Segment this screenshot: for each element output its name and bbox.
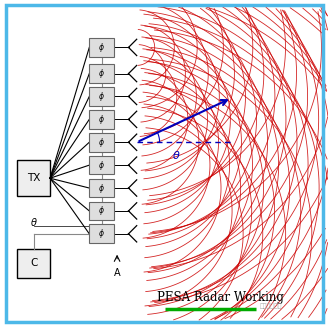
Text: $\phi$: $\phi$ [98, 204, 105, 217]
Text: TX: TX [27, 173, 40, 183]
Text: A: A [114, 268, 120, 278]
Text: PESA Radar Working: PESA Radar Working [157, 291, 284, 304]
FancyBboxPatch shape [89, 87, 114, 106]
FancyBboxPatch shape [89, 156, 114, 175]
FancyBboxPatch shape [89, 64, 114, 83]
Text: C: C [30, 258, 38, 268]
FancyBboxPatch shape [89, 179, 114, 198]
FancyBboxPatch shape [89, 201, 114, 220]
FancyBboxPatch shape [89, 110, 114, 129]
Text: $\theta$: $\theta$ [30, 216, 38, 228]
Text: $\phi$: $\phi$ [98, 41, 105, 54]
Text: $\phi$: $\phi$ [98, 159, 105, 172]
FancyBboxPatch shape [89, 38, 114, 57]
Text: $\phi$: $\phi$ [98, 90, 105, 103]
Text: $\phi$: $\phi$ [98, 113, 105, 126]
Text: $\theta$: $\theta$ [172, 149, 180, 161]
Text: $\phi$: $\phi$ [98, 136, 105, 149]
FancyBboxPatch shape [17, 249, 50, 278]
Text: $\phi$: $\phi$ [98, 181, 105, 195]
Text: $\phi$: $\phi$ [98, 67, 105, 80]
FancyBboxPatch shape [17, 160, 50, 196]
Text: $\phi$: $\phi$ [98, 227, 105, 240]
FancyBboxPatch shape [89, 225, 114, 243]
Text: 系统技术交流: 系统技术交流 [259, 303, 282, 309]
FancyBboxPatch shape [89, 133, 114, 152]
